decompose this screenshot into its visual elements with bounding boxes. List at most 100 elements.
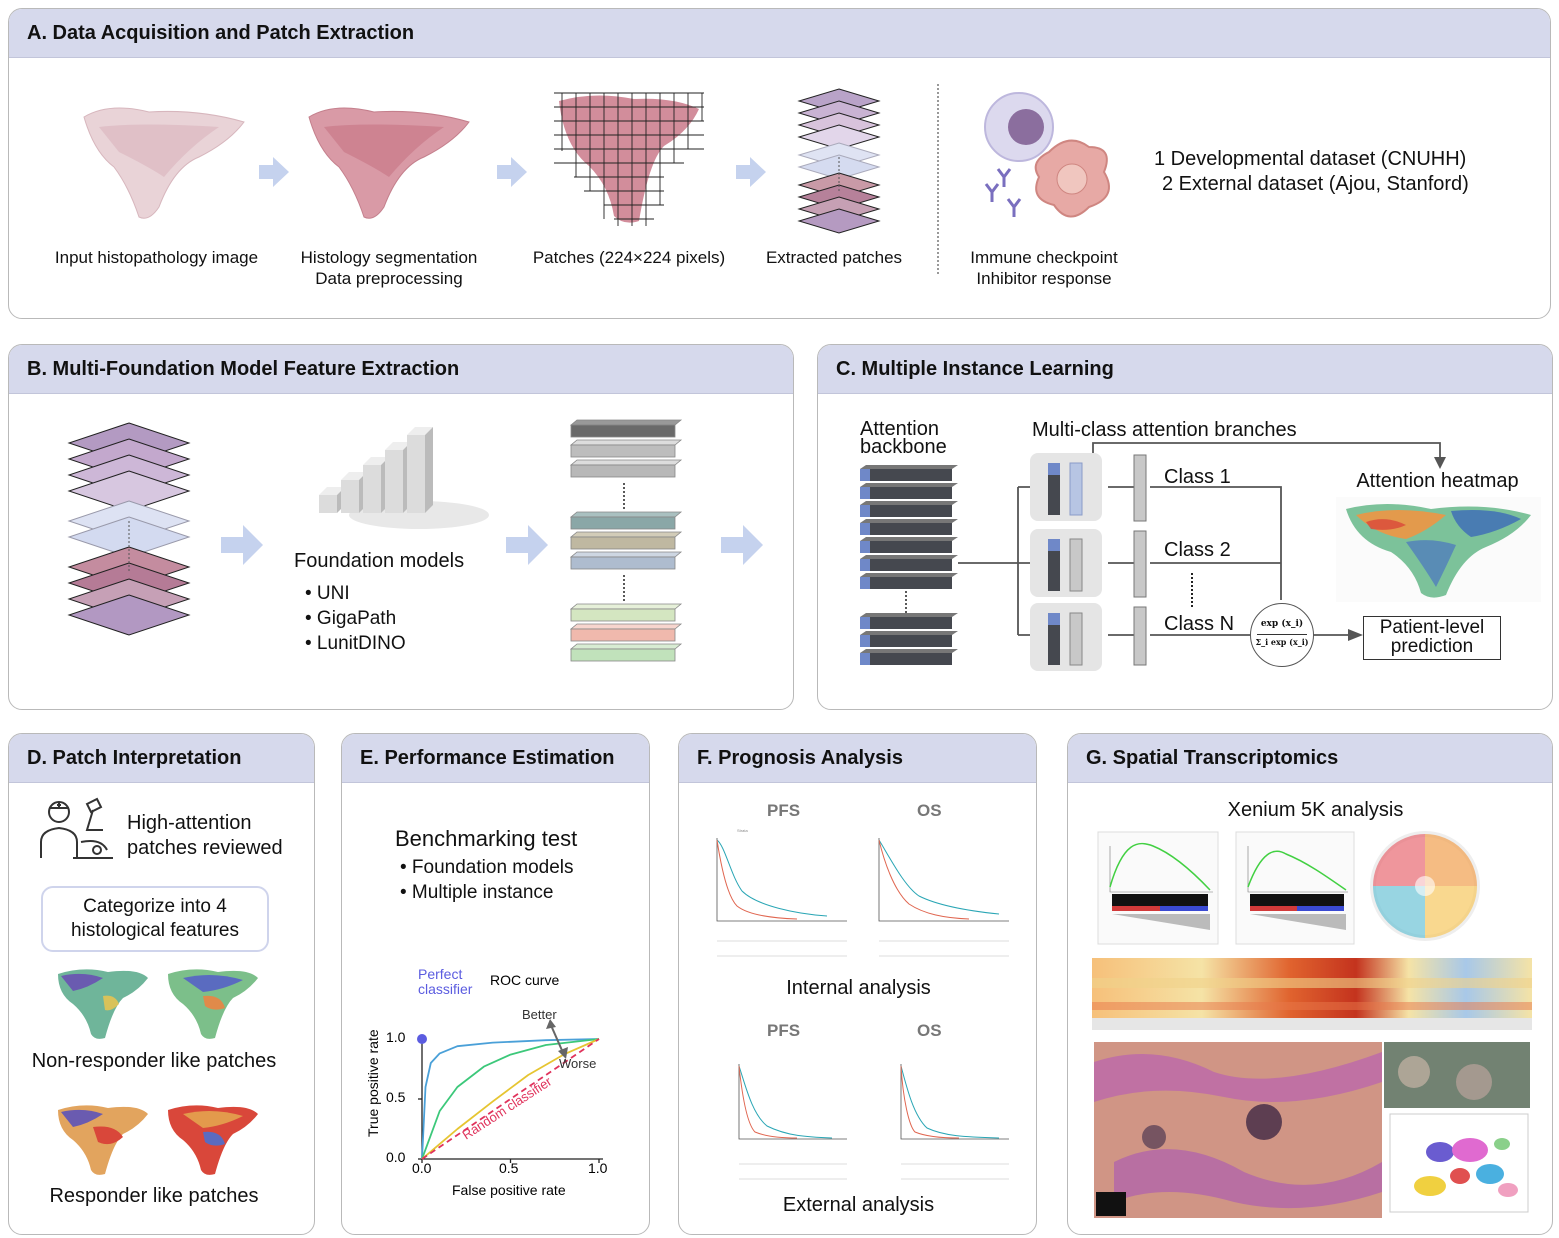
input-histopathology-image xyxy=(83,107,245,219)
panel-b: B. Multi-Foundation Model Feature Extrac… xyxy=(8,344,794,710)
perfect-label-1: Perfect xyxy=(418,966,462,982)
softmax-denominator: Σ_i exp (x_i) xyxy=(1255,637,1309,647)
model-gigapath: • GigaPath xyxy=(305,608,397,629)
label-immune-1: Immune checkpoint xyxy=(970,248,1118,267)
foundation-models-title: Foundation models xyxy=(294,550,465,572)
panel-e-header: E. Performance Estimation xyxy=(342,734,649,783)
patient-prediction-box: Patient-level prediction xyxy=(1363,616,1501,660)
patch-stack-b xyxy=(67,422,191,636)
foundation-model-icon xyxy=(319,427,489,529)
categorize-line-1: Categorize into 4 xyxy=(83,896,227,917)
km-pfs-internal: Strata xyxy=(697,826,857,961)
model-uni: • UNI xyxy=(305,583,350,604)
bench-title: Benchmarking test xyxy=(395,826,578,851)
panel-g-header: G. Spatial Transcriptomics xyxy=(1068,734,1552,783)
roc-ylabel: True positive rate xyxy=(365,1029,381,1137)
spatial-zoom-image xyxy=(1384,1042,1530,1108)
xtick-2: 1.0 xyxy=(588,1160,608,1176)
pfs-external-label: PFS xyxy=(767,1021,801,1040)
km-os-internal xyxy=(859,826,1019,961)
panel-b-title: B. Multi-Foundation Model Feature Extrac… xyxy=(27,358,460,380)
arrow-b1 xyxy=(221,525,263,565)
attention-branch-n xyxy=(1030,603,1102,671)
roc-series-medium-classifier xyxy=(421,1038,600,1160)
responder-maps xyxy=(58,1105,258,1175)
better-arrowhead xyxy=(546,1019,556,1029)
enrichment-plot-2 xyxy=(1235,831,1355,945)
class-2-label: Class 2 xyxy=(1164,539,1231,561)
branches-title: Multi-class attention branches xyxy=(1032,419,1297,441)
dataset-1: 1 Developmental dataset (CNUHH) xyxy=(1154,148,1467,170)
attention-branch-1 xyxy=(1030,453,1102,521)
reviewed-line-1: High-attention xyxy=(127,812,252,834)
panel-g-title: G. Spatial Transcriptomics xyxy=(1086,747,1339,769)
panel-c-title: C. Multiple Instance Learning xyxy=(836,358,1114,380)
pfs-internal-label: PFS xyxy=(767,801,801,820)
chord-diagram xyxy=(1370,831,1480,941)
external-analysis-label: External analysis xyxy=(782,1194,935,1216)
backbone-label-1: Attention xyxy=(860,418,939,440)
dataset-2: 2 External dataset (Ajou, Stanford) xyxy=(1162,173,1469,195)
better-label: Better xyxy=(522,1007,557,1022)
panel-d-title: D. Patch Interpretation xyxy=(27,747,242,769)
worse-arrowhead xyxy=(558,1047,568,1059)
model-lunitdino: • LunitDINO xyxy=(305,633,406,654)
class-1-label: Class 1 xyxy=(1164,466,1231,488)
os-internal-label: OS xyxy=(917,801,942,820)
categorize-box: Categorize into 4 histological features xyxy=(41,886,269,952)
arrow-a1 xyxy=(259,157,289,187)
panel-c-header: C. Multiple Instance Learning xyxy=(818,345,1552,394)
arrow-b3 xyxy=(721,525,763,565)
internal-analysis-label: Internal analysis xyxy=(786,977,931,999)
panel-f-header: F. Prognosis Analysis xyxy=(679,734,1036,783)
non-responder-maps xyxy=(58,969,258,1039)
worse-label: Worse xyxy=(559,1056,596,1071)
km-os-external xyxy=(900,1064,1009,1180)
panel-f-title: F. Prognosis Analysis xyxy=(697,747,903,769)
roc-title: ROC curve xyxy=(490,972,559,988)
ytick-1: 0.5 xyxy=(386,1089,406,1105)
bench-list: • Foundation models • Multiple instance xyxy=(400,855,574,905)
prediction-line-1: Patient-level xyxy=(1379,617,1485,638)
spatial-tissue-image xyxy=(1094,1042,1382,1218)
enrichment-plot-1 xyxy=(1097,831,1219,945)
responder-label: Responder like patches xyxy=(49,1185,259,1207)
roc-series-weak-classifier xyxy=(421,1038,600,1160)
panel-d: D. Patch Interpretation High-attention p… xyxy=(8,733,315,1235)
umap-plot xyxy=(1389,1113,1529,1213)
class-dots xyxy=(1191,573,1193,607)
roc-perfect-point xyxy=(417,1034,427,1044)
panel-e: E. Performance Estimation Benchmarking t… xyxy=(341,733,650,1235)
ytick-2: 1.0 xyxy=(386,1029,406,1045)
categorize-line-2: histological features xyxy=(71,920,239,941)
random-label: Random classifier xyxy=(459,1073,554,1142)
classifier-bars xyxy=(1133,454,1147,666)
foundation-models-list: • UNI • GigaPath • LunitDINO xyxy=(305,581,406,656)
softmax-node: exp (x_i) Σ_i exp (x_i) xyxy=(1250,603,1314,667)
attention-branch-2 xyxy=(1030,529,1102,597)
attention-heatmap xyxy=(1336,497,1541,602)
divider-a xyxy=(937,84,939,274)
expression-heatmap xyxy=(1092,958,1532,1030)
non-responder-label: Non-responder like patches xyxy=(31,1050,277,1072)
bench-item-2: • Multiple instance xyxy=(400,882,554,903)
immune-cells-icon xyxy=(984,92,1110,218)
panel-g: G. Spatial Transcriptomics Xenium 5K ana… xyxy=(1067,733,1553,1235)
attention-backbone xyxy=(860,465,958,665)
roc-series-random-classifier xyxy=(421,1038,600,1160)
label-extracted: Extracted patches xyxy=(765,248,903,267)
xtick-1: 0.5 xyxy=(499,1160,519,1176)
segmented-image xyxy=(308,107,470,219)
xenium-label: Xenium 5K analysis xyxy=(1227,799,1404,821)
svg-text:Strata: Strata xyxy=(737,828,748,833)
panel-a-title: A. Data Acquisition and Patch Extraction xyxy=(27,22,415,44)
extracted-patches-stack xyxy=(797,88,881,234)
panel-b-header: B. Multi-Foundation Model Feature Extrac… xyxy=(9,345,793,394)
label-patches: Patches (224×224 pixels) xyxy=(532,248,726,267)
label-segmentation: Histology segmentation xyxy=(300,248,478,267)
feature-embeddings xyxy=(569,419,683,662)
panel-d-header: D. Patch Interpretation xyxy=(9,734,314,783)
panel-a: A. Data Acquisition and Patch Extraction xyxy=(8,8,1551,319)
softmax-numerator: exp (x_i) xyxy=(1260,619,1304,629)
os-external-label: OS xyxy=(917,1021,942,1040)
